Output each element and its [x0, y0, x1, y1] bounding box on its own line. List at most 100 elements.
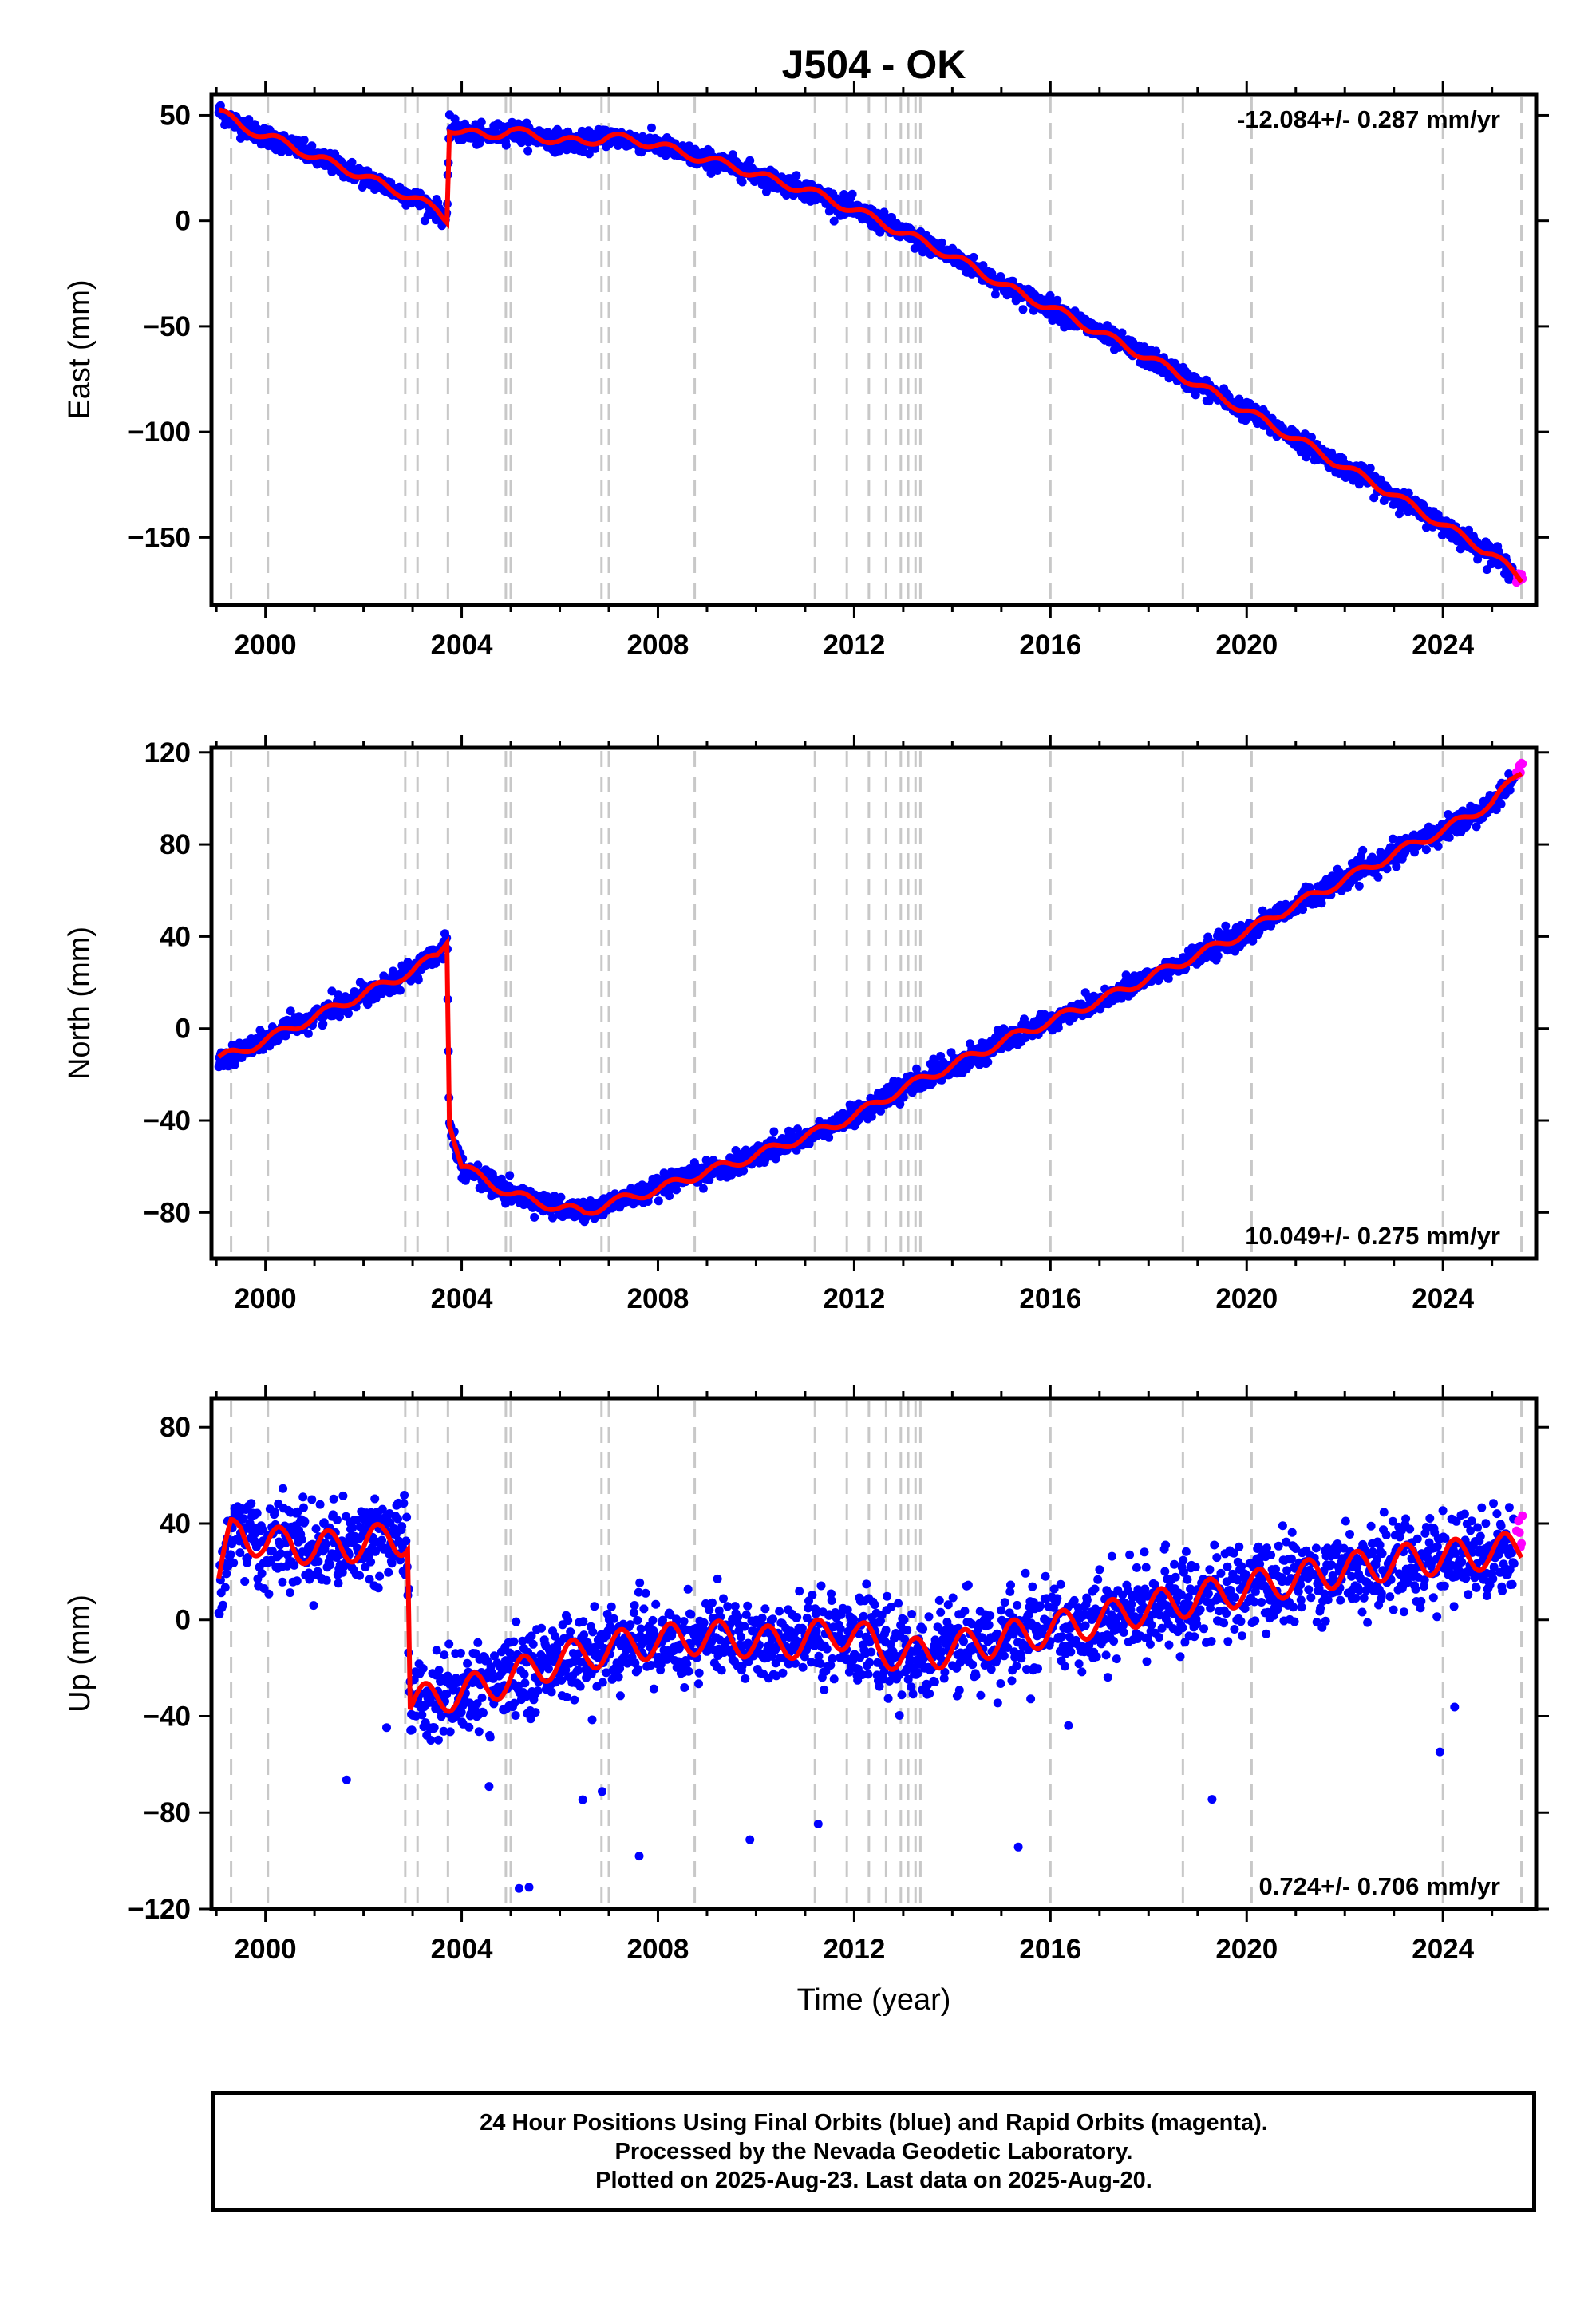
data-point: [229, 1558, 239, 1567]
rapid-point: [1518, 759, 1527, 769]
x-tick-label: 2016: [1019, 630, 1081, 661]
data-point: [347, 157, 357, 167]
data-point: [314, 1557, 323, 1566]
data-point: [270, 1508, 279, 1516]
y-tick-label: 40: [160, 921, 191, 952]
data-point: [400, 1491, 409, 1500]
data-point: [226, 1550, 235, 1559]
data-point: [257, 1569, 267, 1578]
y-tick-label: 80: [160, 829, 191, 860]
data-point: [847, 189, 857, 199]
data-point: [366, 1557, 376, 1567]
data-point: [584, 149, 594, 159]
data-point: [1358, 845, 1368, 855]
final-orbit-points: [214, 101, 1519, 584]
data-point: [1392, 862, 1401, 871]
x-tick-label: 2000: [235, 630, 297, 661]
data-point: [1496, 800, 1506, 809]
data-point: [309, 1601, 318, 1611]
data-point: [286, 1588, 294, 1598]
data-point: [792, 171, 801, 180]
data-point: [278, 1577, 287, 1587]
plot-frame: [209, 92, 1539, 607]
data-point: [1018, 305, 1028, 314]
x-tick-label: 2004: [431, 630, 493, 661]
data-point: [407, 1725, 417, 1735]
data-point: [839, 190, 849, 199]
data-point: [370, 1494, 380, 1504]
rate-label: -12.084+/- 0.287 mm/yr: [1237, 105, 1500, 133]
data-point: [530, 1212, 539, 1222]
y-axis-label: East (mm): [63, 279, 97, 419]
data-point: [508, 117, 517, 127]
data-point: [334, 1579, 343, 1588]
y-tick-label: −40: [144, 1105, 191, 1136]
data-point: [698, 1184, 708, 1193]
data-point: [829, 216, 839, 226]
data-point: [297, 1535, 306, 1544]
data-point: [264, 1589, 274, 1599]
data-point: [220, 1583, 230, 1592]
data-point: [990, 290, 1000, 299]
data-point: [399, 1499, 409, 1508]
data-point: [1373, 872, 1383, 882]
y-tick-label: −100: [128, 417, 191, 448]
data-point: [1433, 841, 1443, 851]
data-point: [218, 1600, 227, 1610]
data-point: [969, 252, 978, 262]
data-point: [315, 1500, 325, 1509]
y-tick-label: 120: [144, 737, 191, 769]
final-orbit-points: [214, 769, 1519, 1227]
data-point: [745, 156, 755, 165]
data-point: [292, 1576, 302, 1586]
plot-frame: [209, 745, 1539, 1261]
data-point: [978, 261, 988, 271]
data-point: [299, 136, 309, 144]
data-point: [654, 1196, 663, 1206]
x-tick-label: 2004: [431, 1283, 493, 1314]
data-point: [322, 1575, 331, 1585]
data-point: [983, 1057, 993, 1067]
data-point: [382, 1723, 391, 1733]
data-point: [322, 1539, 330, 1549]
x-tick-label: 2012: [823, 1283, 885, 1314]
data-point: [333, 1515, 342, 1524]
data-point: [402, 1512, 412, 1522]
data-point: [342, 1775, 351, 1784]
data-point: [397, 1522, 407, 1531]
data-point: [501, 140, 511, 150]
data-point: [279, 1484, 288, 1493]
x-tick-label: 2008: [627, 1283, 689, 1314]
data-point: [937, 238, 946, 247]
y-tick-label: 50: [160, 100, 191, 131]
y-tick-label: −80: [144, 1197, 191, 1228]
y-tick-label: 0: [176, 1014, 191, 1045]
data-point: [396, 986, 405, 995]
data-point: [384, 1567, 393, 1577]
data-point: [307, 1495, 317, 1504]
data-point: [348, 1524, 358, 1532]
data-point: [1444, 832, 1454, 842]
data-point: [393, 1514, 402, 1524]
data-point: [311, 1524, 321, 1534]
x-tick-label: 2012: [823, 630, 885, 661]
data-point: [373, 1583, 383, 1593]
data-point: [1053, 1023, 1063, 1033]
data-point: [1421, 845, 1431, 855]
data-point: [252, 1508, 262, 1518]
data-point: [355, 1571, 365, 1580]
y-tick-label: −50: [144, 311, 191, 342]
data-point: [303, 1029, 313, 1038]
data-point: [338, 1491, 348, 1500]
x-tick-label: 2024: [1412, 1283, 1474, 1314]
y-tick-label: 0: [176, 206, 191, 237]
x-tick-label: 2020: [1215, 630, 1278, 661]
chart-title: J504 - OK: [782, 42, 966, 87]
data-point: [300, 1516, 310, 1526]
data-point: [737, 177, 747, 187]
data-point: [769, 1127, 779, 1136]
